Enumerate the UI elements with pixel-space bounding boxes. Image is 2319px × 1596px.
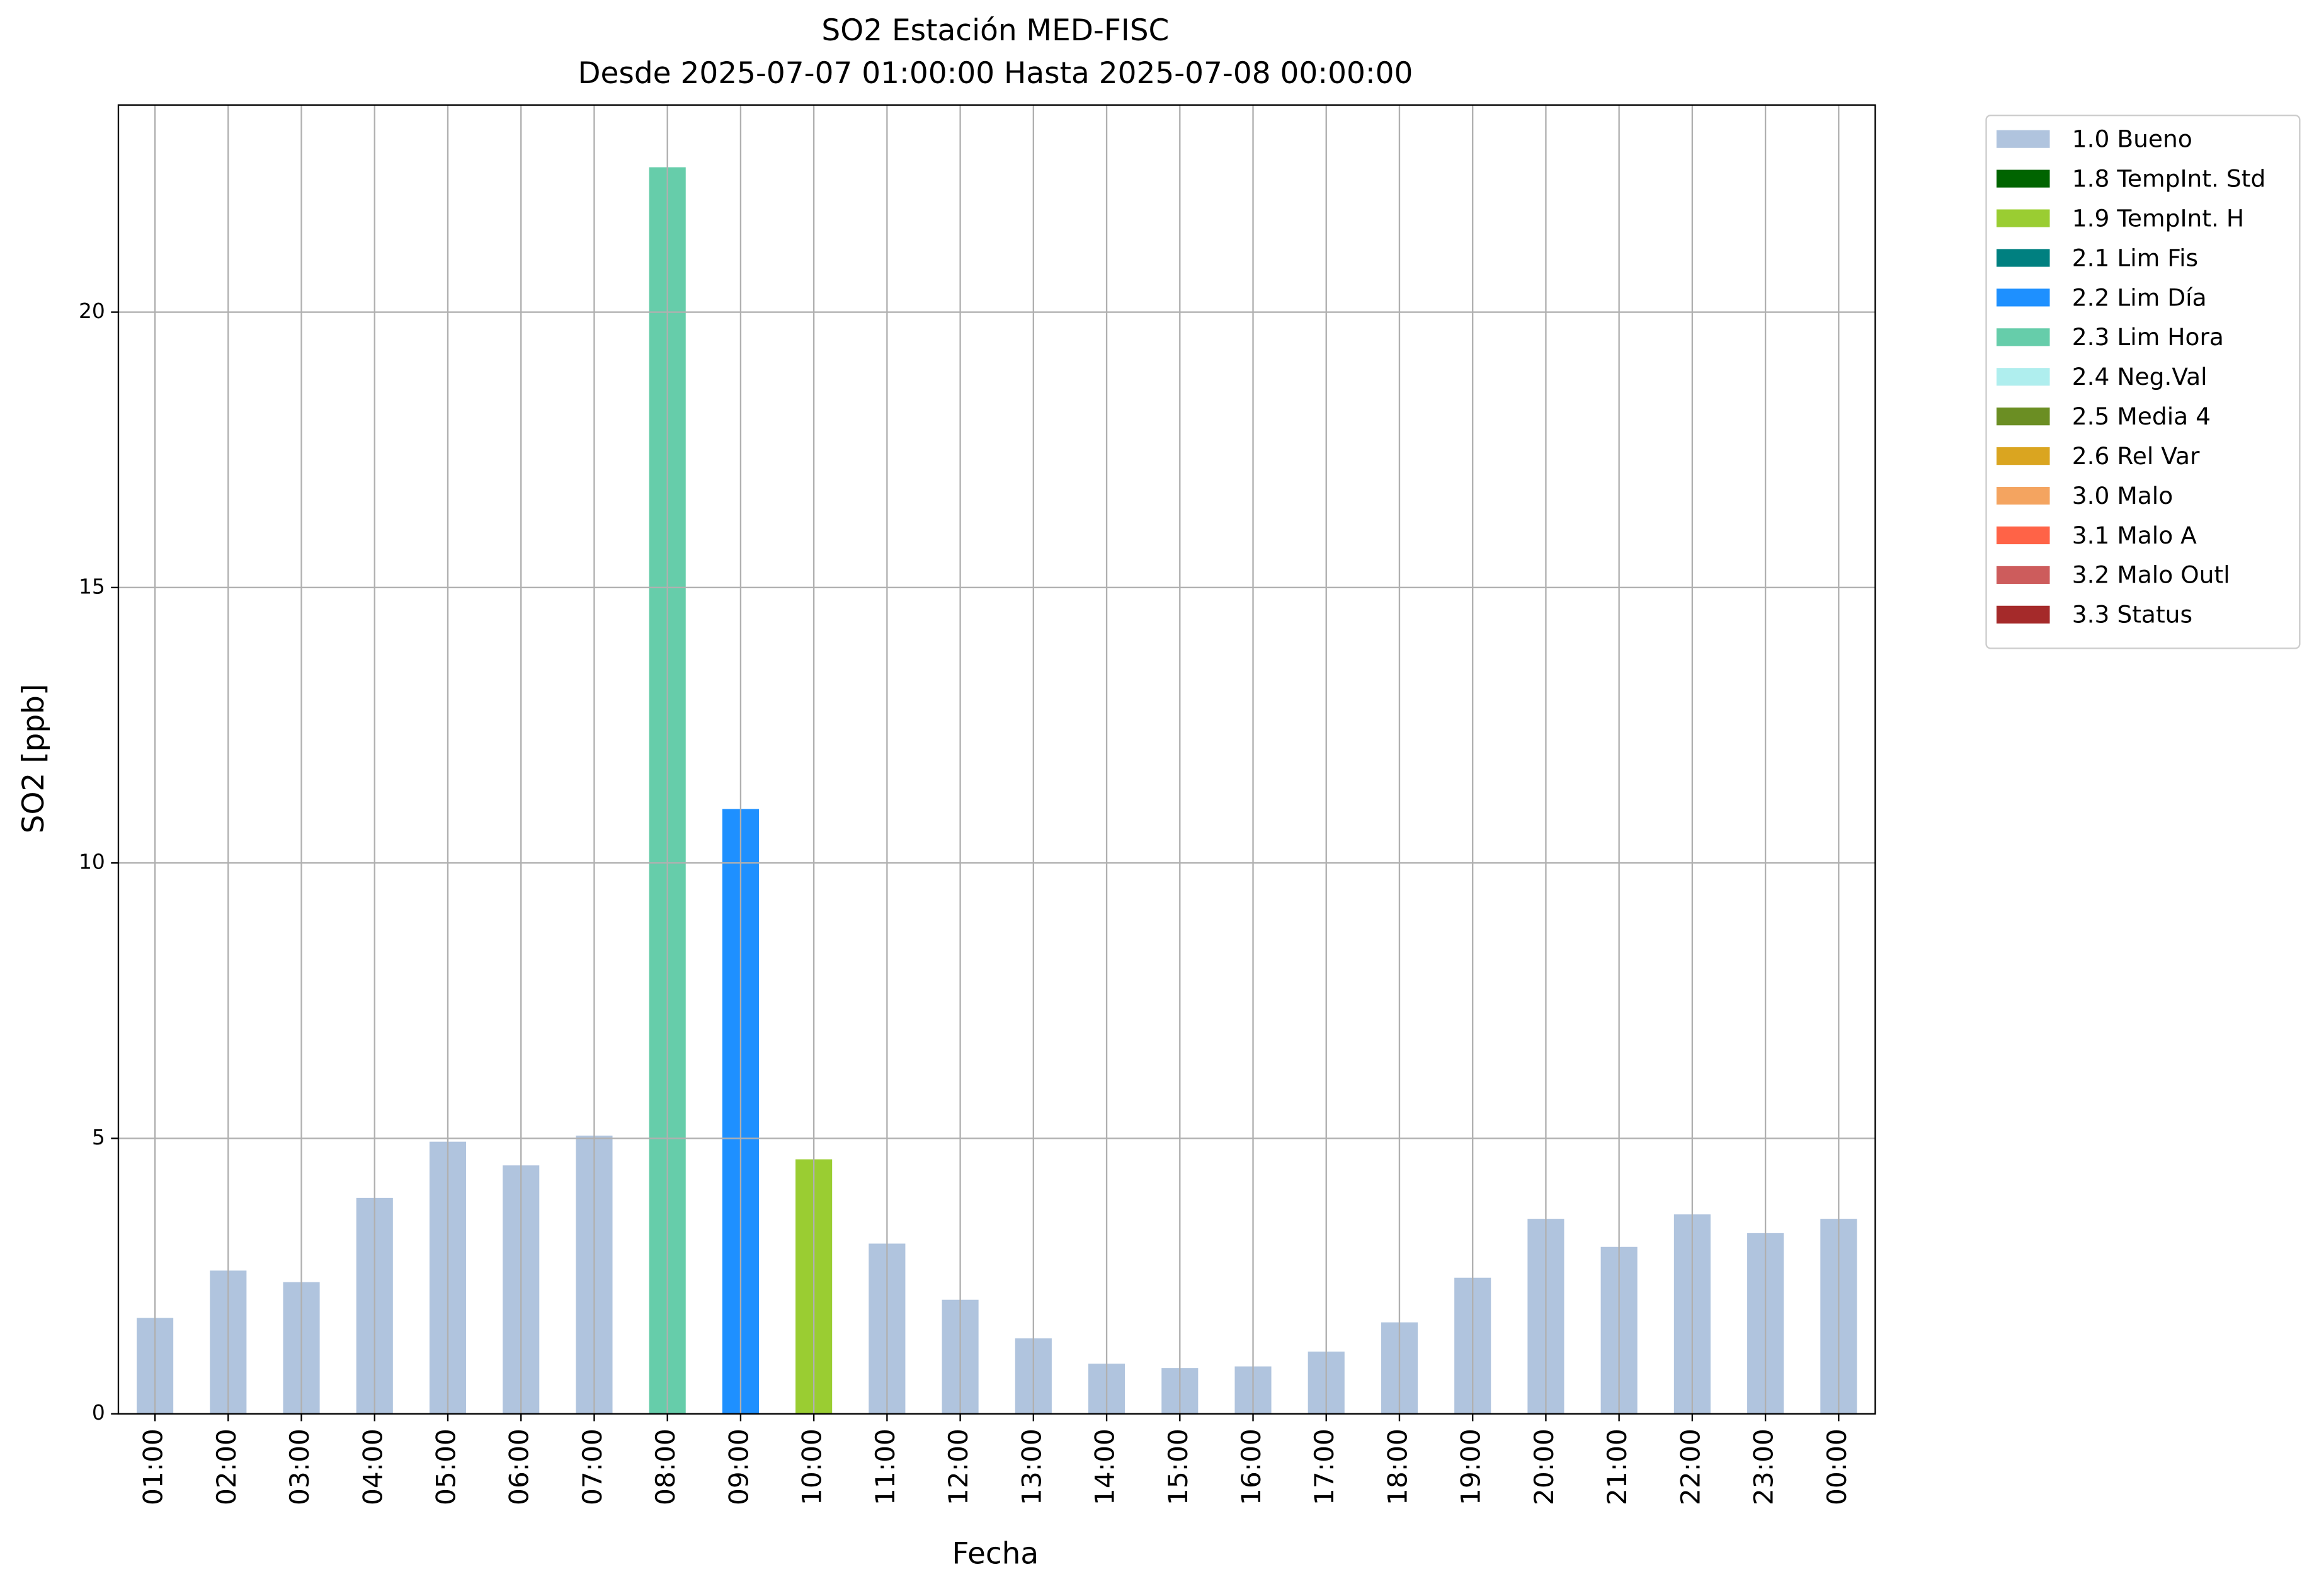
x-tick-label: 17:00	[1309, 1428, 1340, 1505]
legend-label: 3.1 Malo A	[2072, 522, 2197, 549]
legend-label: 3.2 Malo Outl	[2072, 561, 2230, 589]
legend-swatch	[1996, 328, 2050, 346]
legend-swatch	[1996, 447, 2050, 465]
x-axis-label: Fecha	[952, 1537, 1039, 1571]
x-tick-label: 08:00	[650, 1428, 681, 1505]
x-tick-label: 16:00	[1236, 1428, 1267, 1505]
x-tick-label: 09:00	[723, 1428, 754, 1505]
legend-label: 2.1 Lim Fis	[2072, 244, 2198, 271]
x-tick-label: 13:00	[1016, 1428, 1047, 1505]
legend-label: 1.8 TempInt. Std	[2072, 164, 2266, 192]
x-tick-label: 02:00	[211, 1428, 242, 1505]
y-tick-label: 10	[79, 850, 105, 874]
x-tick-label: 11:00	[870, 1428, 901, 1505]
y-tick-label: 20	[79, 299, 105, 323]
legend-label: 2.5 Media 4	[2072, 402, 2211, 430]
legend-swatch	[1996, 605, 2050, 624]
x-tick-label: 10:00	[797, 1428, 828, 1505]
y-axis-label: SO2 [ppb]	[16, 684, 51, 834]
x-tick-label: 14:00	[1090, 1428, 1120, 1505]
legend-label: 3.0 Malo	[2072, 482, 2173, 510]
x-tick-label: 06:00	[504, 1428, 535, 1505]
legend-swatch	[1996, 169, 2050, 188]
x-tick-label: 15:00	[1163, 1428, 1194, 1505]
y-tick-label: 15	[79, 574, 105, 598]
x-tick-label: 03:00	[284, 1428, 315, 1505]
x-tick-label: 19:00	[1456, 1428, 1486, 1505]
y-tick-label: 5	[92, 1125, 105, 1149]
x-tick-label: 21:00	[1602, 1428, 1632, 1505]
legend-label: 2.2 Lim Día	[2072, 283, 2207, 311]
legend-swatch	[1996, 288, 2050, 307]
legend-box	[1985, 114, 2301, 649]
legend-swatch	[1996, 249, 2050, 267]
x-tick-label: 04:00	[357, 1428, 388, 1505]
x-tick-label: 22:00	[1675, 1428, 1706, 1505]
legend-swatch	[1996, 408, 2050, 426]
legend-swatch	[1996, 130, 2050, 148]
legend-label: 3.3 Status	[2072, 601, 2192, 629]
legend-label: 1.9 TempInt. H	[2072, 204, 2244, 232]
x-tick-label: 05:00	[431, 1428, 462, 1505]
legend-label: 2.4 Neg.Val	[2072, 363, 2208, 390]
legend-label: 2.3 Lim Hora	[2072, 323, 2224, 351]
legend-swatch	[1996, 368, 2050, 386]
x-tick-label: 01:00	[138, 1428, 169, 1505]
legend-swatch	[1996, 209, 2050, 227]
legend-label: 1.0 Bueno	[2072, 125, 2192, 153]
legend-label: 2.6 Rel Var	[2072, 442, 2200, 470]
plot-frame	[117, 104, 1876, 1415]
y-tick-label: 0	[92, 1400, 105, 1425]
chart-title: SO2 Estación MED-FISC	[821, 13, 1169, 48]
legend-swatch	[1996, 486, 2050, 505]
x-tick-label: 23:00	[1748, 1428, 1779, 1505]
legend-swatch	[1996, 566, 2050, 584]
chart-subtitle: Desde 2025-07-07 01:00:00 Hasta 2025-07-…	[578, 56, 1413, 91]
legend-swatch	[1996, 526, 2050, 545]
x-tick-label: 20:00	[1529, 1428, 1559, 1505]
x-tick-label: 07:00	[577, 1428, 608, 1505]
x-tick-label: 18:00	[1382, 1428, 1413, 1505]
x-tick-label: 00:00	[1821, 1428, 1852, 1505]
x-tick-label: 12:00	[943, 1428, 974, 1505]
